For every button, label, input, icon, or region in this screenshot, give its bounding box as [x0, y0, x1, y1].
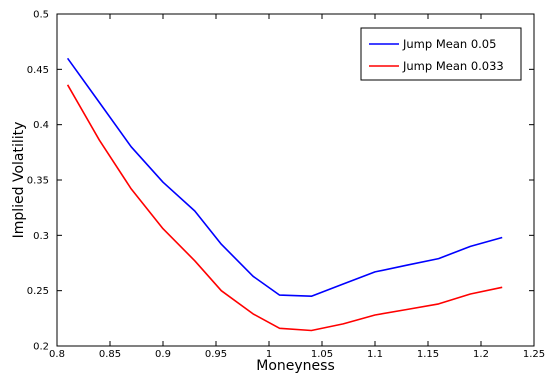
series-layer: [66, 57, 503, 332]
y-tick-label: 0.4: [33, 120, 49, 131]
x-tick-label: 1.25: [523, 349, 545, 360]
x-tick-label: 0.85: [99, 349, 121, 360]
series-line-1: [66, 57, 503, 298]
y-tick-label: 0.35: [27, 176, 49, 187]
y-tick-label: 0.3: [33, 231, 49, 242]
x-axis-ticks: 0.8 0.85 0.9 0.95 1 1.05 1.1 1.15 1.2 1.25: [49, 14, 545, 360]
legend-box: [360, 27, 522, 81]
series-line-2: [66, 84, 503, 332]
x-tick-label: 0.9: [155, 349, 171, 360]
y-tick-label: 0.45: [27, 65, 49, 76]
x-tick-label: 0.8: [49, 349, 65, 360]
x-tick-label: 1.15: [417, 349, 439, 360]
legend-label-2: Jump Mean 0.033: [402, 59, 504, 73]
y-tick-label: 0.5: [33, 10, 49, 21]
legend: Jump Mean 0.05 Jump Mean 0.033: [360, 27, 522, 81]
y-tick-label: 0.25: [27, 286, 49, 297]
x-tick-label: 1.1: [367, 349, 383, 360]
y-axis-label: Implied Volatility: [11, 122, 27, 239]
x-tick-label: 1.05: [311, 349, 333, 360]
y-axis-ticks: 0.2 0.25 0.3 0.35 0.4 0.45 0.5: [27, 10, 534, 353]
y-tick-label: 0.2: [33, 342, 49, 353]
x-tick-label: 1.2: [473, 349, 489, 360]
x-tick-label: 1: [266, 349, 272, 360]
legend-label-1: Jump Mean 0.05: [402, 37, 496, 51]
x-tick-label: 0.95: [205, 349, 227, 360]
x-axis-label: Moneyness: [256, 358, 335, 374]
